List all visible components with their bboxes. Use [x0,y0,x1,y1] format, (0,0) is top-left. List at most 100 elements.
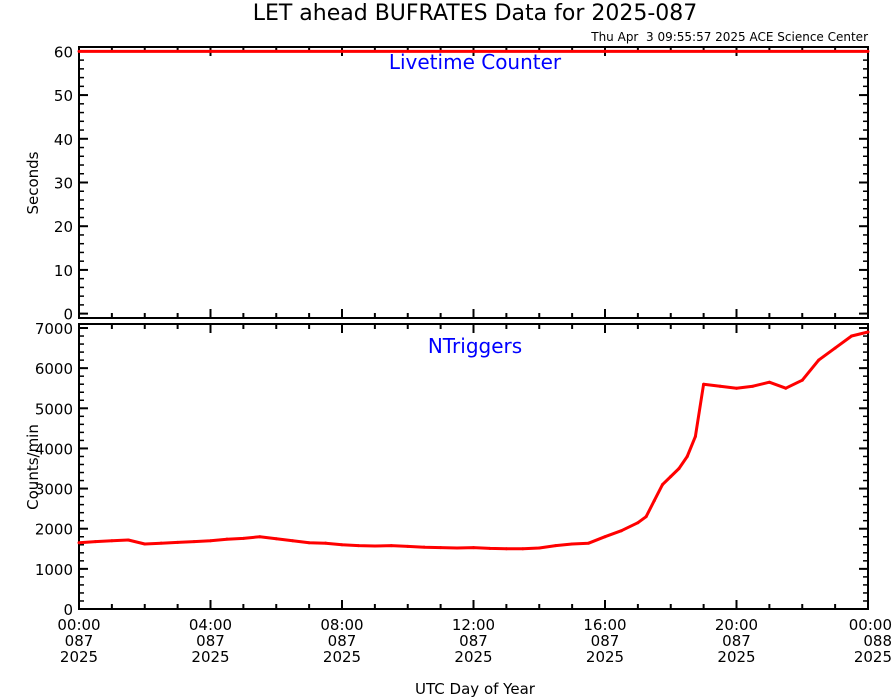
data-point [209,539,212,543]
data-point [472,546,475,550]
data-point [866,330,870,334]
y-tick-label: 40 [54,131,73,149]
panel-label: NTriggers [428,334,522,358]
data-point [677,467,681,471]
data-point [570,542,574,546]
x-axis-labels: 00:00087202504:00087202508:00087202512:0… [57,616,892,666]
data-point [504,547,508,551]
data-point [685,454,689,458]
data-point [693,434,697,438]
livetime-panel: 0 10 20 30 40 50 60 Seconds Livetime Counter [24,43,870,324]
y-tick-label: 50 [54,87,73,105]
y-tick-label: 7000 [35,320,73,338]
chart-title: LET ahead BUFRATES Data for 2025-087 [253,1,698,26]
x-tick-label-time: 00:00 [57,616,100,634]
data-point [340,543,344,547]
y-tick-label: 60 [54,43,73,61]
data-point [619,529,623,533]
data-point [439,546,443,550]
data-point [521,547,525,551]
data-point [767,380,771,384]
data-point [800,378,804,382]
x-tick-label-year: 2025 [191,648,229,666]
x-tick-label-doy: 087 [328,632,357,650]
x-tick-label-time: 12:00 [452,616,495,634]
data-point [77,541,81,545]
x-tick-label-time: 16:00 [583,616,626,634]
data-point [176,540,180,544]
x-axis-title: UTC Day of Year [415,680,536,698]
x-tick-label-doy: 087 [591,632,620,650]
x-tick-label-year: 2025 [60,648,98,666]
x-tick-label-doy: 087 [722,632,751,650]
data-point [143,542,147,546]
x-tick-label-year: 2025 [323,648,361,666]
data-point [587,541,591,545]
data-point [644,515,648,519]
x-tick-label-doy: 087 [196,632,225,650]
data-point [422,545,426,549]
y-axis-title: Seconds [24,151,42,214]
y-axis-title: Counts/min [24,424,42,510]
data-point [406,544,410,548]
y-tick-label: 20 [54,218,73,236]
x-tick-label-time: 20:00 [715,616,758,634]
data-point [652,499,656,503]
data-point [751,384,755,388]
data-point [324,541,328,545]
plot-frame [78,46,869,319]
data-point [77,49,81,53]
data-point [735,386,738,390]
y-tick-label: 5000 [35,400,73,418]
ntriggers-panel: 0 1000 2000 3000 4000 5000 6000 7000 Counts/min N… [24,320,870,619]
data-point [537,546,541,550]
y-tick-label: 6000 [35,360,73,378]
data-point [784,386,788,390]
x-tick-label-doy: 087 [459,632,488,650]
data-point [554,544,558,548]
x-tick-label-year: 2025 [454,648,492,666]
timestamp: Thu Apr 3 09:55:57 2025 ACE Science Cent… [590,30,868,44]
data-point [817,358,821,362]
y-tick-label: 2000 [35,521,73,539]
data-point [850,334,854,338]
data-point [488,546,492,550]
series-line [78,330,869,551]
y-tick-label: 0 [63,306,73,324]
data-point [291,539,295,543]
x-tick-label-time: 04:00 [189,616,232,634]
data-point [258,535,262,539]
data-point [661,483,665,487]
y-tick-label: 0 [63,601,73,619]
data-point [636,521,640,525]
x-tick-label-year: 2025 [854,648,892,666]
x-tick-label-time: 08:00 [320,616,363,634]
data-point [669,475,673,479]
x-tick-label-year: 2025 [586,648,624,666]
data-point [833,346,837,350]
y-tick-label: 3000 [35,481,73,499]
y-tick-label: 1000 [35,561,73,579]
data-point [126,538,130,542]
panel-label: Livetime Counter [389,50,562,74]
data-point [455,546,459,550]
y-tick-label: 4000 [35,440,73,458]
data-point [274,537,278,541]
data-point [389,544,393,548]
data-point [866,49,870,53]
data-point [307,541,311,545]
data-point [603,535,607,539]
x-tick-label-doy: 088 [863,632,892,650]
y-tick-label: 30 [54,175,73,193]
data-point [373,544,377,548]
data-point [225,537,229,541]
data-point [718,384,722,388]
x-tick-label-year: 2025 [717,648,755,666]
data-point [93,540,97,544]
x-tick-label-doy: 087 [65,632,94,650]
data-point [702,382,706,386]
x-tick-label-time: 00:00 [849,616,892,634]
data-point [241,536,245,540]
data-point [159,541,163,545]
